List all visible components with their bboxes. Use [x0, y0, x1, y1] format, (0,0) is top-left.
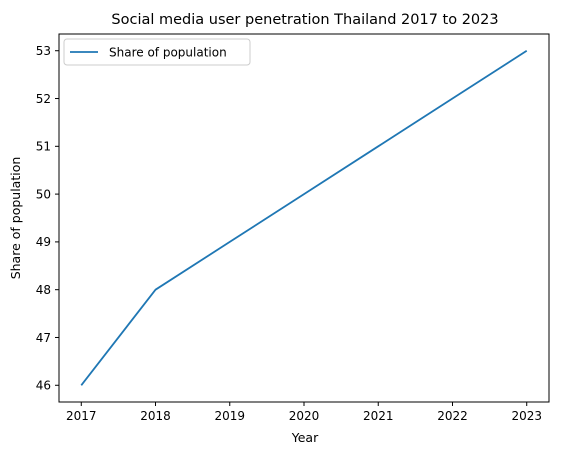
- x-tick-label: 2021: [363, 409, 394, 423]
- y-axis-label: Share of population: [8, 157, 23, 280]
- y-tick-label: 53: [36, 44, 51, 58]
- series-line-0: [80, 49, 528, 386]
- y-tick-label: 51: [36, 140, 51, 154]
- x-tick-label: 2022: [437, 409, 468, 423]
- plot-area: [58, 33, 550, 403]
- y-tick-label: 49: [36, 235, 51, 249]
- y-axis: 46 47 48 49 50 51 52 53: [36, 44, 59, 393]
- y-tick-label: 50: [36, 187, 51, 201]
- x-tick-label: 2023: [511, 409, 542, 423]
- legend-box: [63, 38, 251, 66]
- chart-title: Social media user penetration Thailand 2…: [111, 12, 498, 28]
- y-tick-label: 48: [36, 283, 51, 297]
- x-axis: 2017 2018 2019 2020 2021 2022 2023: [66, 402, 542, 423]
- x-tick-label: 2019: [214, 409, 245, 423]
- y-tick-label: 47: [36, 331, 51, 345]
- legend: Share of population: [63, 38, 251, 66]
- x-tick-label: 2018: [140, 409, 171, 423]
- x-axis-label: Year: [291, 430, 319, 445]
- y-tick-label: 52: [36, 92, 51, 106]
- x-tick-label: 2020: [289, 409, 320, 423]
- series-layer: [80, 49, 528, 386]
- legend-label: Share of population: [109, 46, 227, 60]
- y-tick-label: 46: [36, 379, 51, 393]
- x-tick-label: 2017: [66, 409, 97, 423]
